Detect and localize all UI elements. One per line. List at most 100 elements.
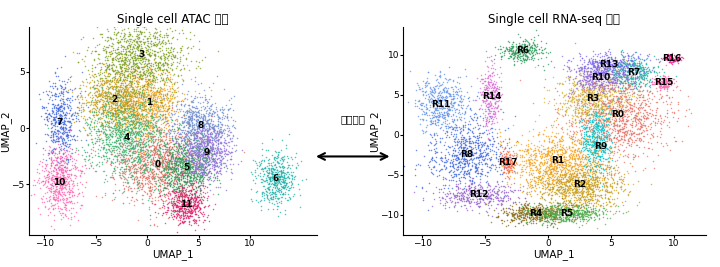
- Point: [263, 182, 274, 186]
- Point: [139, 116, 150, 120]
- Point: [55, 89, 67, 93]
- Point: [158, 169, 169, 173]
- Point: [84, 108, 96, 112]
- Point: [55, 159, 66, 163]
- Point: [200, 152, 212, 156]
- Point: [119, 129, 130, 133]
- Point: [433, 91, 444, 95]
- Point: [291, 166, 302, 170]
- Point: [81, 77, 92, 81]
- Point: [431, 105, 443, 109]
- Point: [133, 53, 145, 57]
- Point: [534, 148, 545, 153]
- Point: [613, 64, 625, 68]
- Point: [212, 147, 223, 151]
- Point: [472, 188, 483, 192]
- Point: [614, 138, 626, 142]
- Point: [102, 89, 114, 93]
- Point: [134, 156, 145, 161]
- Point: [127, 44, 139, 48]
- Point: [593, 187, 604, 191]
- Point: [577, 195, 588, 199]
- Point: [554, 210, 566, 214]
- Point: [192, 184, 204, 189]
- Point: [598, 201, 609, 205]
- Point: [91, 104, 102, 109]
- Point: [454, 163, 465, 167]
- Point: [156, 189, 167, 193]
- Point: [202, 129, 213, 133]
- Point: [595, 101, 606, 106]
- Point: [603, 132, 615, 136]
- Point: [193, 135, 204, 140]
- Point: [176, 163, 188, 168]
- Point: [197, 150, 209, 154]
- Point: [554, 101, 565, 105]
- Point: [212, 134, 224, 139]
- Point: [583, 213, 595, 218]
- Point: [570, 163, 581, 167]
- Point: [184, 142, 195, 146]
- Point: [597, 120, 608, 124]
- Point: [107, 157, 118, 161]
- Point: [202, 99, 214, 104]
- Point: [90, 113, 102, 117]
- Point: [140, 59, 151, 63]
- Point: [135, 90, 146, 95]
- Point: [566, 217, 577, 222]
- Point: [659, 55, 670, 59]
- Point: [598, 101, 610, 105]
- Point: [561, 209, 572, 213]
- Point: [274, 165, 286, 169]
- Point: [584, 74, 595, 78]
- Point: [420, 105, 431, 109]
- Point: [135, 150, 146, 154]
- Point: [202, 121, 214, 125]
- Point: [128, 87, 140, 91]
- Point: [495, 198, 507, 202]
- Point: [469, 151, 481, 155]
- Point: [158, 130, 169, 134]
- Point: [608, 72, 620, 77]
- Point: [186, 123, 198, 127]
- Point: [131, 101, 143, 105]
- Point: [135, 3, 147, 7]
- Point: [539, 169, 550, 174]
- Point: [176, 166, 188, 171]
- Point: [120, 143, 131, 148]
- Point: [474, 107, 485, 111]
- Point: [587, 130, 598, 135]
- Point: [583, 148, 595, 152]
- Point: [205, 160, 217, 164]
- Point: [433, 115, 444, 119]
- Point: [94, 129, 105, 133]
- Point: [137, 139, 148, 143]
- Point: [579, 198, 590, 203]
- Point: [49, 122, 60, 126]
- Point: [125, 84, 136, 88]
- Point: [82, 45, 94, 50]
- Point: [129, 26, 140, 31]
- Point: [590, 109, 602, 113]
- Point: [261, 173, 273, 178]
- Point: [184, 118, 195, 122]
- Point: [455, 141, 467, 145]
- Point: [655, 76, 667, 80]
- Point: [143, 138, 154, 143]
- Point: [89, 118, 100, 122]
- Point: [656, 140, 667, 145]
- Point: [600, 104, 612, 108]
- Point: [594, 128, 606, 132]
- Point: [266, 177, 278, 181]
- Point: [560, 194, 572, 198]
- Point: [620, 132, 631, 136]
- Point: [151, 166, 163, 170]
- Point: [107, 94, 119, 99]
- Point: [588, 117, 599, 121]
- Point: [588, 95, 600, 99]
- Point: [567, 174, 579, 178]
- Point: [52, 175, 63, 179]
- Point: [102, 179, 113, 183]
- Point: [191, 174, 202, 178]
- Point: [276, 157, 288, 161]
